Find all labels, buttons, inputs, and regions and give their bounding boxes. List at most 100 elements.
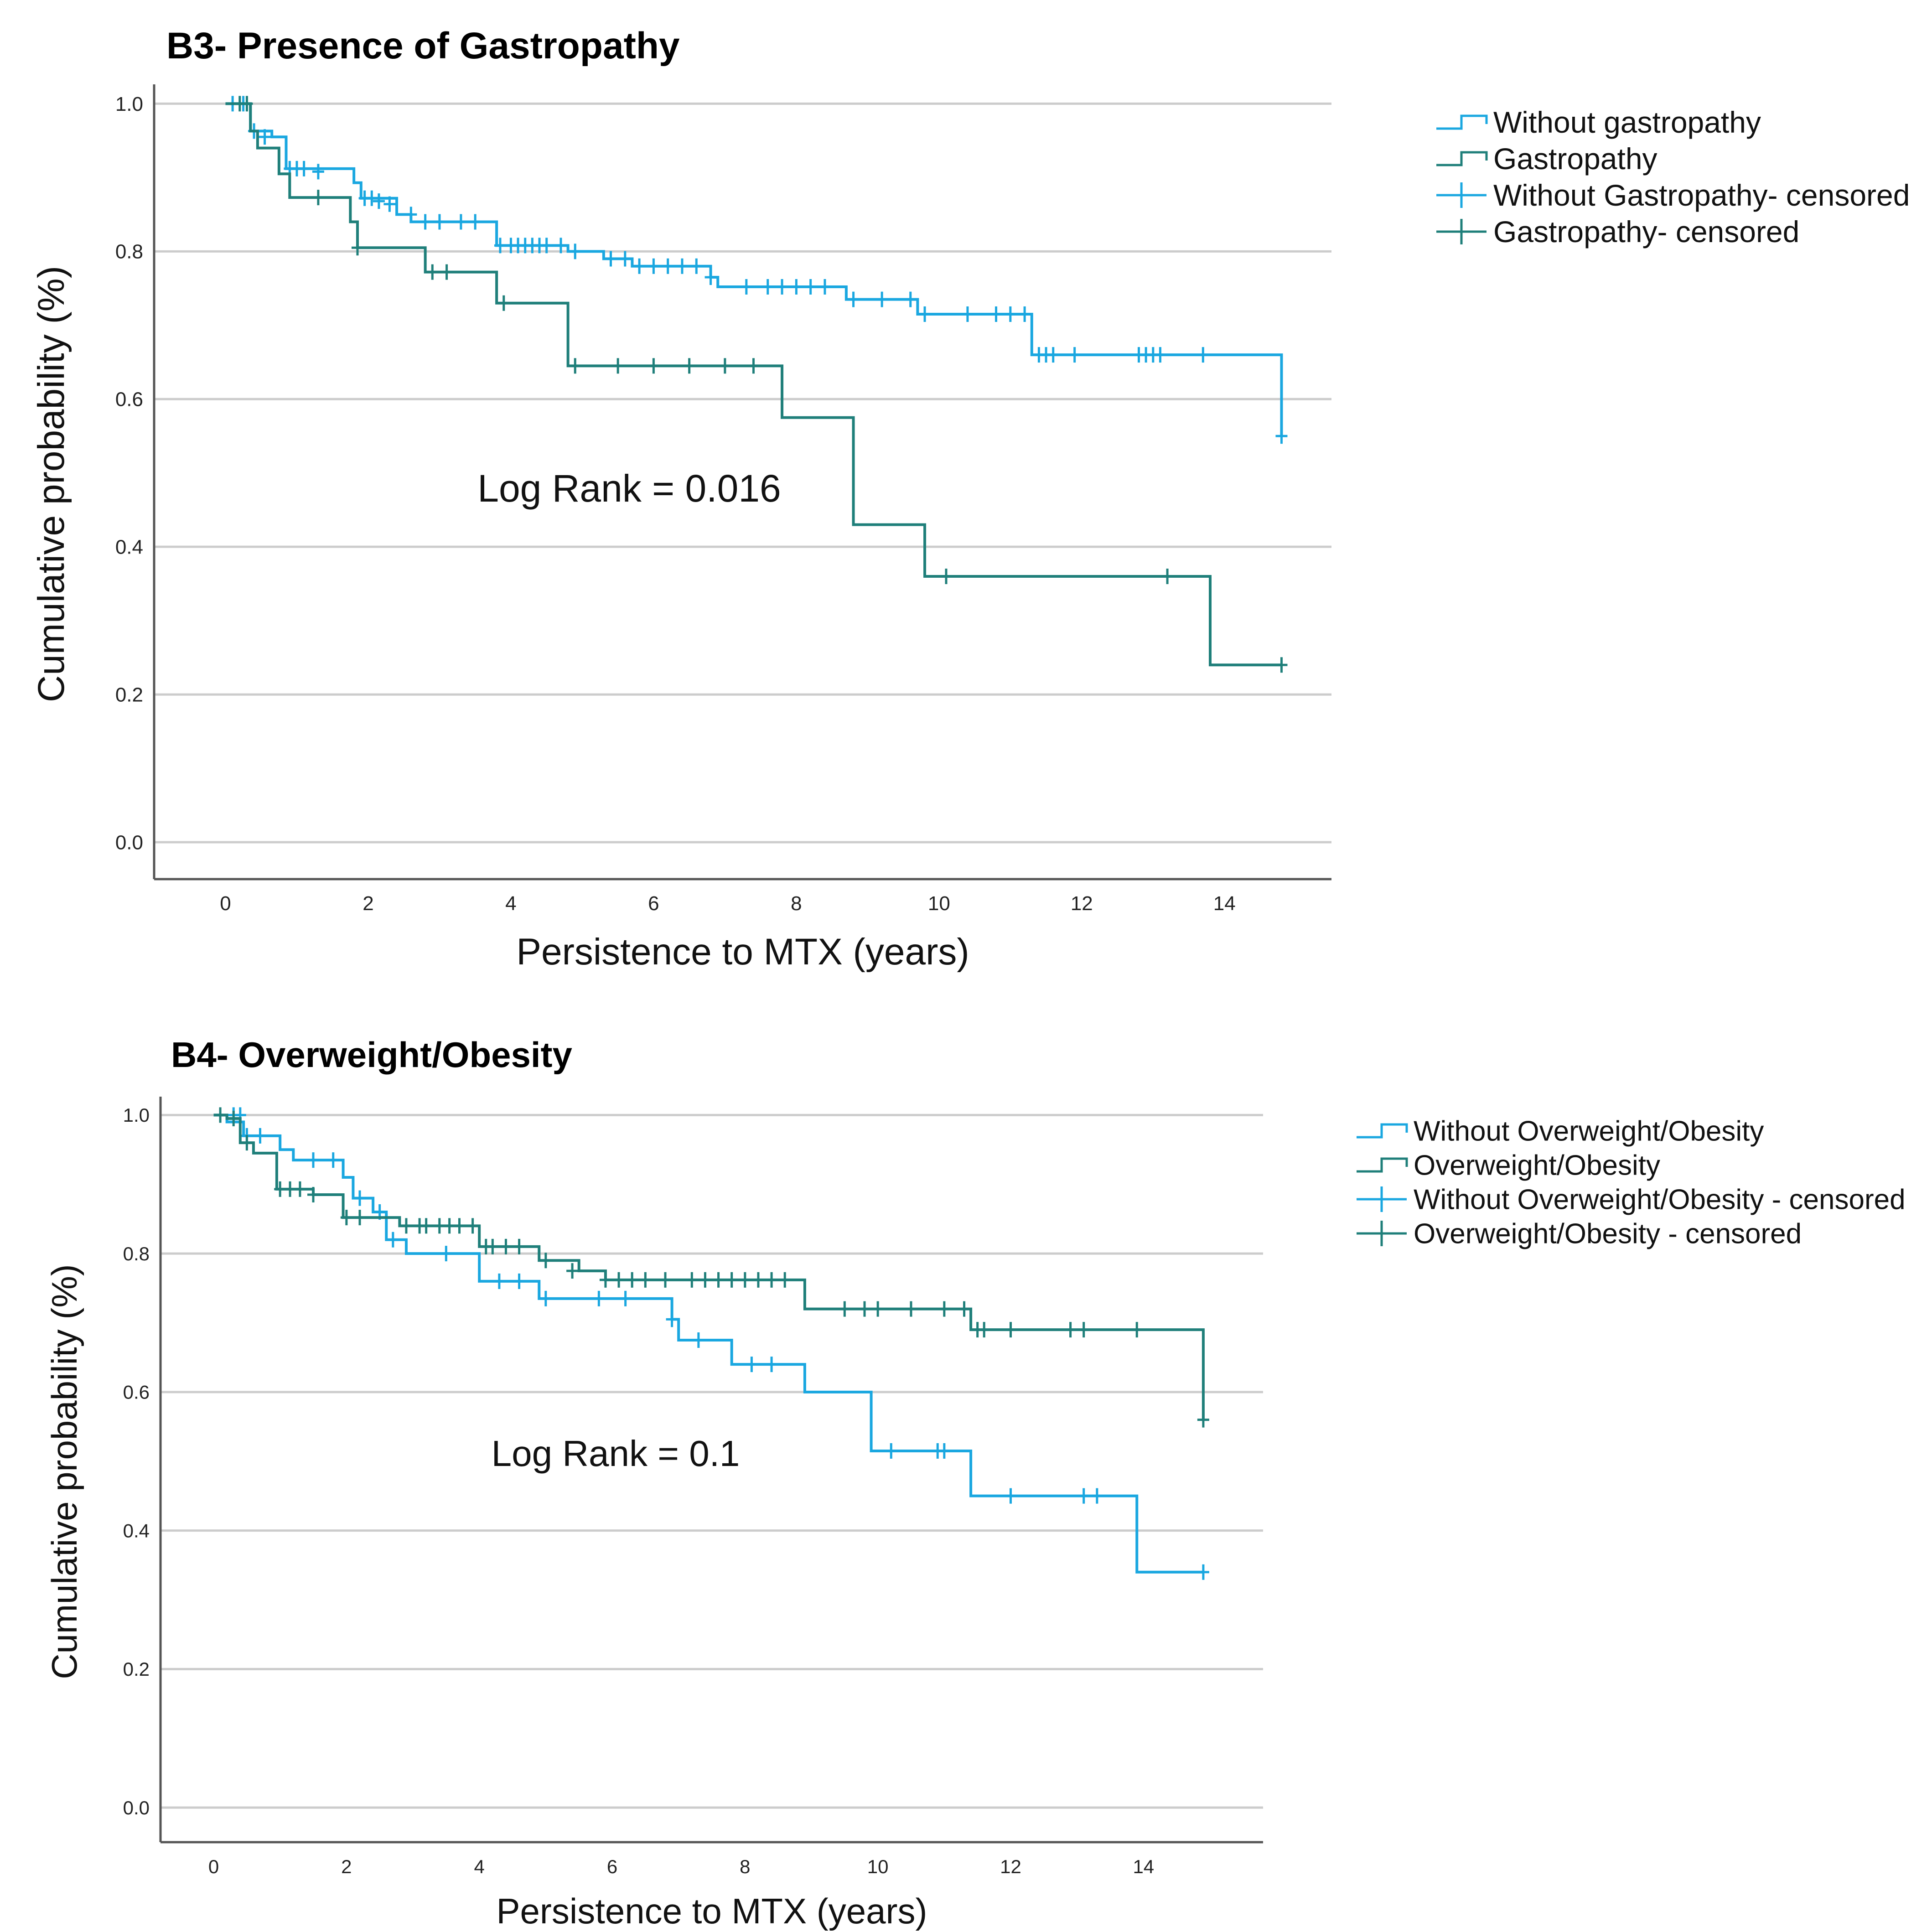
censor-mark-0 <box>540 238 553 254</box>
x-tick-label: 6 <box>607 1856 617 1877</box>
series-line-1 <box>213 1114 1205 1420</box>
censor-mark-0 <box>1275 428 1288 444</box>
censor-mark-0 <box>327 1152 339 1168</box>
censor-mark-0 <box>790 279 803 295</box>
censor-mark-1 <box>659 1272 672 1288</box>
y-axis-label: Cumulative probability (%) <box>44 1264 84 1679</box>
log-rank-annotation: Log Rank = 0.1 <box>492 1433 740 1474</box>
censor-mark-1 <box>241 1135 253 1151</box>
censor-mark-1 <box>440 264 453 280</box>
censor-mark-1 <box>1197 1412 1209 1428</box>
censor-mark-1 <box>274 1181 286 1197</box>
censor-mark-1 <box>905 1301 917 1317</box>
chart-gastropathy: 0.0 0.2 0.4 0.6 0.8 1.0 0 2 4 6 8 10 12 14 B3- Presenc… <box>31 25 1910 973</box>
censor-mark-0 <box>876 291 888 307</box>
x-axis-label: Persistence to MTX (years) <box>516 931 969 973</box>
censor-mark-0 <box>254 1128 266 1144</box>
legend-label: Without Overweight/Obesity <box>1414 1116 1764 1147</box>
censor-mark-0 <box>366 190 378 206</box>
x-tick-label: 6 <box>648 892 659 915</box>
log-rank-annotation: Log Rank = 0.016 <box>477 467 781 510</box>
censor-mark-0 <box>938 1443 950 1459</box>
censor-mark-0 <box>1004 306 1016 322</box>
censor-mark-1 <box>613 1272 625 1288</box>
censor-mark-1 <box>839 1301 851 1317</box>
y-tick-label: 0.2 <box>115 684 143 706</box>
censor-mark-1 <box>859 1301 871 1317</box>
series-line-0 <box>225 102 1283 436</box>
legend-label: Gastropathy- censored <box>1493 215 1799 249</box>
censor-mark-1 <box>497 295 510 311</box>
censor-mark-0 <box>312 164 324 180</box>
censor-mark-0 <box>433 214 445 230</box>
x-tick-label: 0 <box>208 1856 219 1877</box>
censor-mark-0 <box>494 238 506 254</box>
censor-mark-0 <box>419 214 431 230</box>
censor-mark-1 <box>241 96 253 112</box>
x-tick-label: 2 <box>341 1856 352 1877</box>
censor-mark-0 <box>904 291 917 307</box>
censor-mark-1 <box>938 1301 950 1317</box>
censor-mark-1 <box>872 1301 884 1317</box>
censor-mark-0 <box>539 1290 552 1306</box>
censor-mark-0 <box>818 279 831 295</box>
x-tick-label: 4 <box>474 1856 485 1877</box>
censor-mark-0 <box>776 279 788 295</box>
censor-mark-1 <box>1161 568 1174 584</box>
legend-label: Gastropathy <box>1493 142 1657 176</box>
censor-mark-0 <box>847 291 860 307</box>
censor-mark-1 <box>453 1218 466 1234</box>
censor-mark-0 <box>885 1443 897 1459</box>
x-tick-label: 14 <box>1213 892 1236 915</box>
y-tick-label: 0.8 <box>115 241 143 263</box>
censor-mark-0 <box>455 214 467 230</box>
legend-swatch-step <box>1436 151 1488 166</box>
censor-mark-1 <box>683 358 695 374</box>
censor-mark-1 <box>747 358 760 374</box>
censor-mark-1 <box>513 1238 525 1254</box>
legend-swatch-step <box>1436 114 1488 130</box>
censor-mark-0 <box>766 1357 778 1373</box>
censor-mark-0 <box>1019 306 1031 322</box>
censor-mark-1 <box>719 358 731 374</box>
censor-mark-1 <box>599 1272 611 1288</box>
censor-mark-1 <box>739 1272 751 1288</box>
y-tick-label: 0.6 <box>115 388 143 411</box>
censor-mark-0 <box>662 258 674 274</box>
legend-swatch-step <box>1357 1123 1408 1139</box>
censor-mark-0 <box>1091 1488 1103 1504</box>
censor-mark-1 <box>433 1218 445 1234</box>
censor-mark-0 <box>513 1273 525 1289</box>
censor-mark-0 <box>1197 1564 1209 1580</box>
x-tick-label: 4 <box>505 892 516 915</box>
y-tick-label: 1.0 <box>123 1104 150 1126</box>
y-tick-label: 0.2 <box>123 1658 150 1680</box>
censor-mark-0 <box>307 1152 320 1168</box>
censor-mark-0 <box>740 279 752 295</box>
censor-mark-0 <box>746 1357 758 1373</box>
censor-mark-1 <box>766 1272 778 1288</box>
censor-mark-0 <box>666 1311 678 1327</box>
censor-mark-1 <box>779 1272 791 1288</box>
censor-mark-0 <box>298 161 310 176</box>
censor-mark-1 <box>712 1272 725 1288</box>
x-tick-label: 2 <box>363 892 373 915</box>
censor-mark-1 <box>612 358 624 374</box>
x-axis-label: Persistence to MTX (years) <box>497 1891 927 1931</box>
censor-mark-0 <box>919 306 931 322</box>
x-tick-label: 14 <box>1133 1856 1154 1877</box>
censor-mark-1 <box>1077 1322 1090 1338</box>
x-tick-label: 0 <box>220 892 231 915</box>
censor-mark-0 <box>690 258 703 274</box>
censor-mark-0 <box>593 1290 605 1306</box>
series-line-1 <box>225 102 1282 667</box>
legend-label: Without Overweight/Obesity - censored <box>1414 1184 1906 1216</box>
censor-mark-0 <box>647 258 660 274</box>
legend-label: Without Gastropathy- censored <box>1493 178 1910 212</box>
censor-mark-1 <box>307 1187 320 1203</box>
censor-mark-1 <box>569 358 581 374</box>
censor-mark-0 <box>493 1273 505 1289</box>
censor-mark-1 <box>1131 1322 1143 1338</box>
x-tick-label: 10 <box>928 892 950 915</box>
